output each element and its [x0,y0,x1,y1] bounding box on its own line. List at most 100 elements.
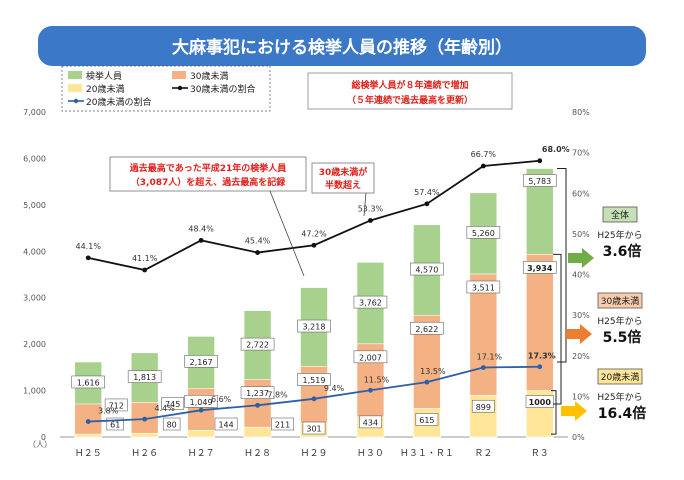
y-left-tick-label: 5,000 [23,201,46,210]
line-point [537,364,543,370]
line-value-label: 47.2% [301,229,327,238]
line-value-label: 11.5% [364,375,390,384]
data-label: 1000 [529,398,552,407]
side-panel-label-box [597,292,643,309]
line-value-label: 45.4% [245,237,271,246]
data-label: 2,722 [246,341,269,350]
data-label-box [71,375,106,389]
line-value-label: 7.8% [267,390,288,399]
x-tick-label: Ｈ２５ [75,449,102,459]
data-label: 4,570 [415,266,438,275]
y-right-tick-label: 60% [572,189,590,198]
legend-label: 検挙人員 [86,70,122,82]
bracket-under20 [551,390,557,435]
line-value-label: 66.7% [471,150,497,159]
line-value-label: 48.4% [188,224,214,233]
record-callout-pointer [269,190,305,277]
data-label-box [522,174,557,187]
line-point [198,407,204,413]
line-value-label: 3.8% [98,407,119,416]
side-panel-label: 20歳未満 [601,371,639,383]
x-tick-label: Ｈ２７ [188,449,215,459]
y-right-tick-label: 0% [572,433,585,442]
chart-title: 大麻事犯における検挙人員の推移（年齢別） [172,37,512,58]
data-label-box [410,321,444,335]
data-label-box [415,413,439,426]
data-label-box [297,319,331,333]
line-point [480,365,486,370]
line-point [198,237,204,243]
y-left-tick-label: 2,000 [23,340,46,349]
data-label: 2,167 [190,358,213,367]
half-callout-pointer [363,192,367,217]
line-point [480,163,486,169]
data-label: 3,762 [359,299,382,308]
side-panel-label: 全体 [611,209,629,221]
line-value-label: 9.4% [324,384,345,393]
line-value-label: 17.1% [477,353,503,362]
data-label-box [471,399,495,413]
legend-box [61,65,271,112]
y-right-tick-label: 10% [572,392,590,401]
data-label: 899 [476,403,491,412]
data-label: 3,934 [527,264,553,273]
side-panel-value: 3.6倍 [603,243,642,260]
data-label-box [184,394,218,408]
arrow-under20 [561,401,587,421]
half-callout-line2: 半数超え [325,179,361,191]
y-left-tick-label: 1,000 [23,387,46,396]
legend-label: 20歳未満の割合 [86,96,151,108]
line-value-label: 6.6% [211,395,232,404]
legend-swatch [68,84,82,92]
half-callout-box [311,162,375,194]
data-label-box [271,417,294,431]
line-point [424,379,430,385]
data-label: 1,519 [303,376,326,385]
y-left-unit: （人） [28,440,52,449]
line-point [424,201,430,207]
data-label: 1,616 [77,378,100,387]
y-left-tick-label: 7,000 [23,108,46,117]
data-label-box [214,417,238,431]
line-point [311,396,317,402]
data-label: 3,218 [303,323,326,332]
x-tick-label: Ｈ２９ [300,449,327,459]
record-callout-line2: （3,087人）を超え、過去最高を記録 [131,176,286,188]
data-label: 5,260 [472,229,495,238]
line-point [85,419,91,424]
bar-under20 [243,426,272,438]
y-left-tick-label: 4,000 [23,247,46,256]
title-banner [38,26,646,66]
line-value-label: 57.4% [414,188,440,197]
data-label: 2,622 [415,325,438,334]
headline-line2: （５年連続で過去最高を更新） [347,94,473,106]
line-value-label: 41.1% [132,254,158,263]
line-value-label: 68.0% [542,145,570,154]
data-label-box [297,373,331,386]
data-label-box [522,261,557,274]
line-value-label: 53.3% [358,204,384,213]
data-label-box [162,417,181,431]
side-panel-sub: H25年から [597,391,642,403]
side-panel-value: 5.5倍 [603,329,642,346]
y-right-tick-label: 80% [572,108,590,117]
side-panel-sub: H25年から [597,229,642,241]
y-right-tick-label: 30% [572,311,590,320]
data-label: 1,813 [133,373,156,382]
data-label-box [525,395,554,408]
x-tick-label: Ｈ３０ [357,449,384,459]
x-tick-label: Ｒ２ [474,449,492,459]
data-label: 80 [167,421,177,430]
line-value-label: 4.4% [155,404,176,413]
record-callout-line1: 過去最高であった平成21年の検挙人員 [129,162,286,174]
legend-label: 30歳未満の割合 [190,83,255,95]
line-value-label: 13.5% [420,367,446,376]
y-right-tick-label: 70% [572,149,590,158]
legend-marker [73,98,79,104]
y-right-tick-label: 20% [572,352,590,361]
data-label-box [161,397,185,410]
line-point [142,416,148,422]
line-point [85,255,91,261]
data-label-box [466,226,501,239]
